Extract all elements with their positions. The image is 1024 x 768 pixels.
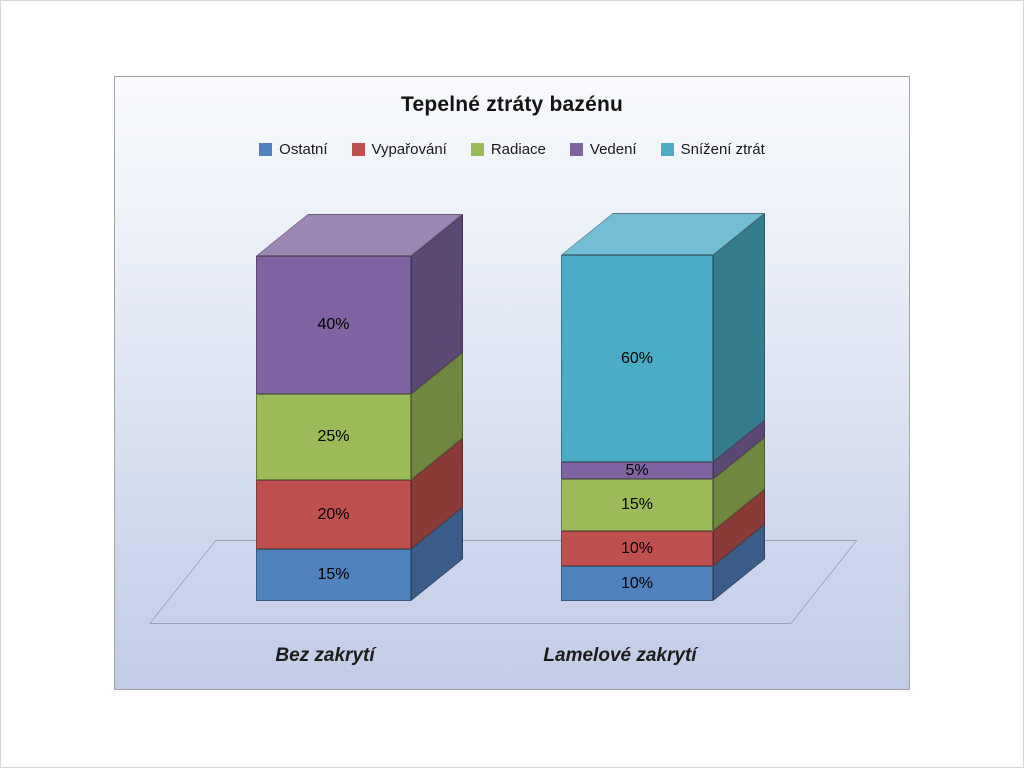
legend-label: Ostatní xyxy=(279,141,328,158)
bar-segment xyxy=(256,549,411,601)
bar-value-label: 15% xyxy=(620,496,654,513)
bar-value-label: 40% xyxy=(317,316,350,333)
legend-item: Ostatní xyxy=(259,141,328,158)
legend-label: Snížení ztrát xyxy=(680,141,765,158)
bar-value-label: 5% xyxy=(625,461,649,479)
chart-frame: Tepelné ztráty bazénu Ostatní Vypařování R… xyxy=(114,76,910,690)
bar-segment xyxy=(256,256,411,394)
plot-area: Bez zakrytí Lamelové zakrytí 15% 20% 25% 40… xyxy=(115,77,909,689)
bar-value-label: 25% xyxy=(317,428,350,445)
legend-item: Vedení xyxy=(569,141,637,158)
bar-value-label: 10% xyxy=(620,539,654,557)
bar-value-label: 20% xyxy=(317,505,350,523)
legend-label: Radiace xyxy=(490,141,546,158)
legend-swatch xyxy=(660,143,674,156)
legend: Ostatní Vypařování Radiace Vedení Snížení zt… xyxy=(115,141,909,158)
chart-title: Tepelné ztráty bazénu xyxy=(400,93,624,116)
bar-segment xyxy=(256,480,411,549)
legend-item: Vypařování xyxy=(351,141,447,158)
legend-swatch xyxy=(470,143,484,156)
bar-segment-side-face xyxy=(713,213,765,462)
legend-swatch xyxy=(351,143,365,156)
legend-swatch xyxy=(569,143,583,156)
legend-item: Radiace xyxy=(470,141,546,158)
bar-value-label: 60% xyxy=(620,349,654,367)
legend-label: Vypařování xyxy=(371,141,447,158)
bar-segment xyxy=(256,394,411,480)
bar-segment xyxy=(561,531,713,566)
legend-item: Snížení ztrát xyxy=(660,141,765,158)
legend-swatch xyxy=(259,143,273,156)
legend-label: Vedení xyxy=(589,141,637,158)
category-label-2: Lamelové zakrytí xyxy=(543,645,697,666)
bar-value-label: 10% xyxy=(620,574,654,592)
bar-segment xyxy=(561,255,713,462)
bar-value-label: 15% xyxy=(317,566,350,583)
bar-segment xyxy=(561,566,713,601)
category-label-1: Bez zakrytí xyxy=(275,645,375,666)
bar-segment xyxy=(561,479,713,531)
bar-segment xyxy=(561,462,713,479)
